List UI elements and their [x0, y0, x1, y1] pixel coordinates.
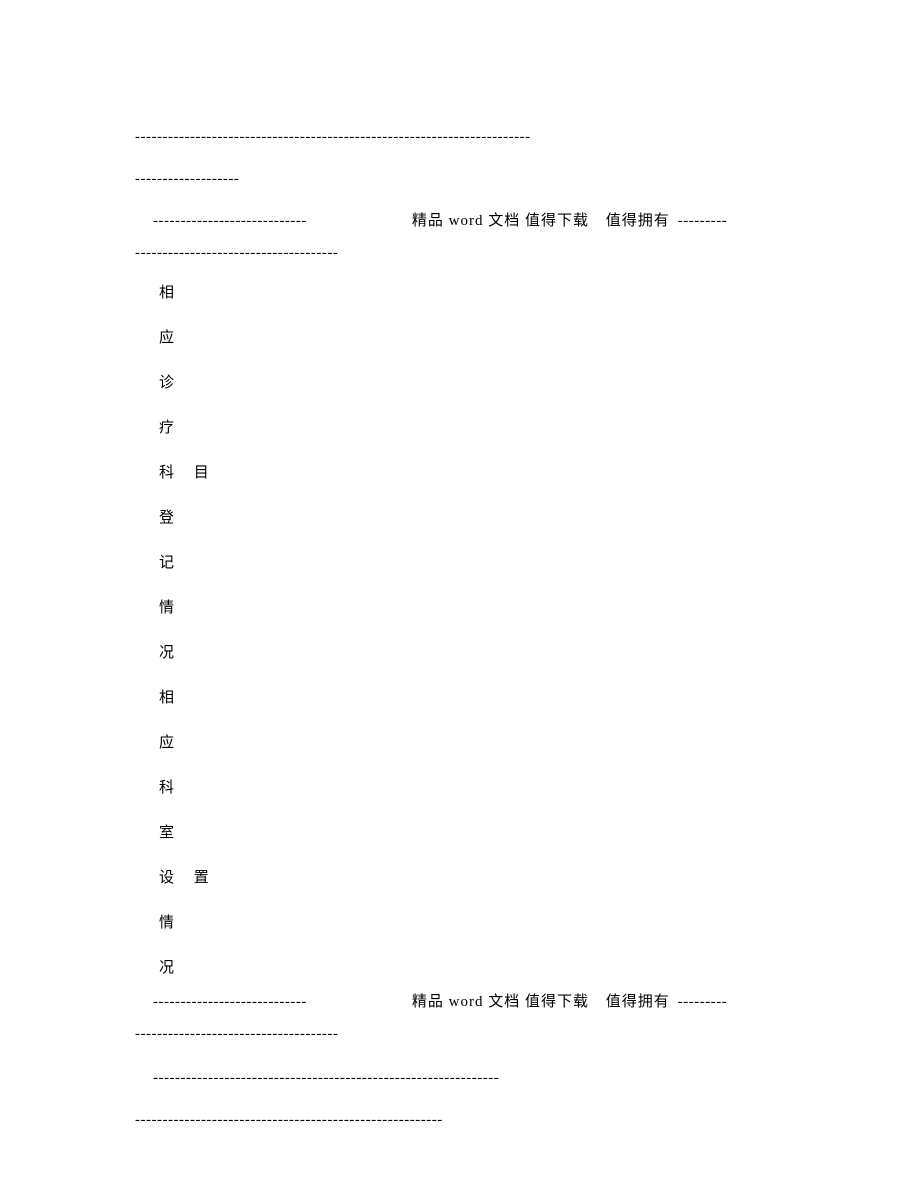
dash-line-bottom-2: ----------------------------------------… — [135, 1108, 785, 1132]
vertical-char: 应 — [159, 731, 785, 755]
vertical-char: 情 — [159, 596, 785, 620]
vertical-char: 记 — [159, 551, 785, 575]
vertical-text-block: 相 应 诊 疗 科 目 登 记 情 况 相 应 科 室 设 置 情 况 — [159, 281, 785, 980]
vertical-char: 科 — [159, 776, 785, 800]
vertical-char: 登 — [159, 506, 785, 530]
vertical-char: 情 — [159, 911, 785, 935]
header-line: ---------------------------- 精品 word 文档 … — [135, 209, 785, 233]
header-text-main: 精品 word 文档 值得下载 — [412, 213, 589, 229]
footer-text: 精品 word 文档 值得下载 值得拥有 — [412, 990, 670, 1014]
vertical-char: 应 — [159, 326, 785, 350]
vertical-char: 室 — [159, 821, 785, 845]
header-dashes-right: --------- — [678, 209, 727, 233]
dash-line-bottom-1: ----------------------------------------… — [153, 1066, 785, 1090]
vertical-char: 科 目 — [159, 461, 785, 485]
vertical-char: 诊 — [159, 371, 785, 395]
vertical-char: 设 置 — [159, 866, 785, 890]
dash-line-after-footer: ------------------------------------- — [135, 1022, 785, 1046]
footer-dashes-left: ---------------------------- — [153, 990, 307, 1014]
dash-line-top-short: ------------------- — [135, 167, 785, 191]
dash-line-after-header: ------------------------------------- — [135, 241, 785, 265]
vertical-char: 况 — [159, 641, 785, 665]
footer-dashes-right: --------- — [678, 990, 727, 1014]
vertical-char: 相 — [159, 686, 785, 710]
vertical-char: 相 — [159, 281, 785, 305]
header-text: 精品 word 文档 值得下载 值得拥有 — [412, 209, 670, 233]
vertical-char: 疗 — [159, 416, 785, 440]
footer-line: ---------------------------- 精品 word 文档 … — [135, 990, 785, 1014]
footer-text-right: 值得拥有 — [606, 994, 670, 1010]
header-text-right: 值得拥有 — [606, 213, 670, 229]
dash-line-top: ----------------------------------------… — [135, 125, 785, 149]
vertical-char: 况 — [159, 956, 785, 980]
footer-text-main: 精品 word 文档 值得下载 — [412, 994, 589, 1010]
header-dashes-left: ---------------------------- — [153, 209, 307, 233]
